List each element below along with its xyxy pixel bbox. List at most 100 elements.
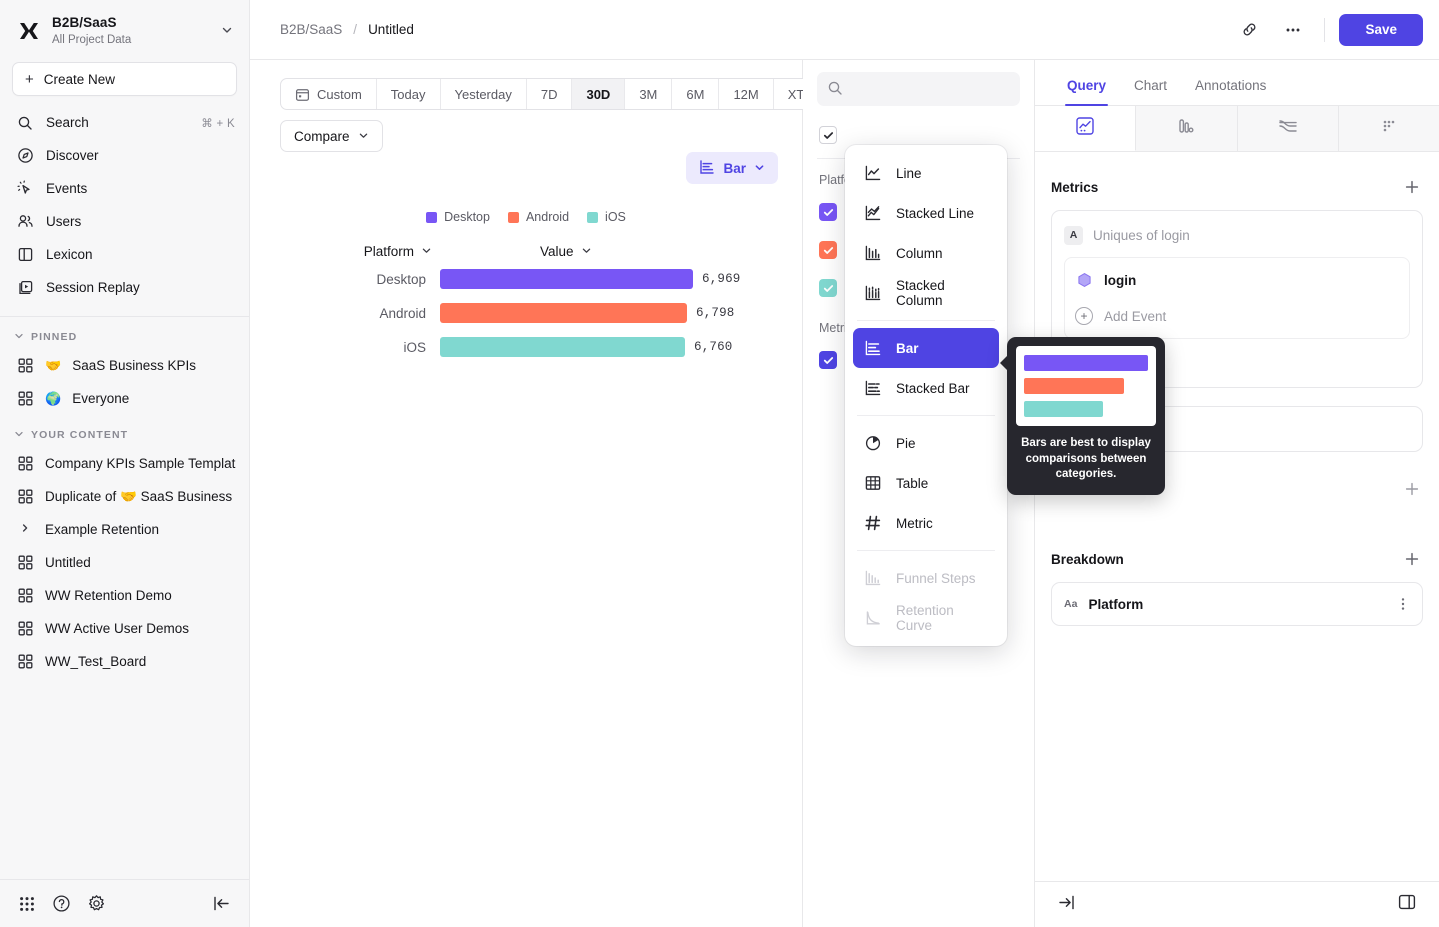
- pinned-section-header[interactable]: PINNED: [0, 317, 249, 349]
- menu-item-stacked-line[interactable]: Stacked Line: [853, 193, 999, 233]
- add-metric-button[interactable]: [1401, 176, 1423, 198]
- sidebar-item-session-replay[interactable]: Session Replay: [0, 271, 249, 304]
- date-range-today[interactable]: Today: [377, 79, 441, 109]
- series-checkbox[interactable]: [819, 279, 837, 297]
- save-button[interactable]: Save: [1339, 13, 1423, 46]
- help-circle-icon[interactable]: [52, 894, 71, 913]
- date-range-30d[interactable]: 30D: [572, 79, 626, 109]
- mode-flows[interactable]: [1237, 106, 1339, 151]
- list-item[interactable]: WW Active User Demos: [0, 612, 249, 645]
- event-row-login[interactable]: login: [1075, 262, 1399, 298]
- tab-annotations[interactable]: Annotations: [1195, 78, 1267, 93]
- column-header-platform[interactable]: Platform: [250, 244, 440, 259]
- tab-chart[interactable]: Chart: [1134, 78, 1168, 93]
- add-event-row[interactable]: + Add Event: [1075, 298, 1399, 334]
- menu-item-pie[interactable]: Pie: [853, 423, 999, 463]
- series-search-input[interactable]: [817, 72, 1020, 106]
- menu-item-column[interactable]: Column: [853, 233, 999, 273]
- date-range-3m[interactable]: 3M: [625, 79, 673, 109]
- add-breakdown-button[interactable]: [1401, 548, 1423, 570]
- your-content-section-header[interactable]: YOUR CONTENT: [0, 415, 249, 447]
- sidebar-item-users[interactable]: Users: [0, 205, 249, 238]
- list-item[interactable]: WW Retention Demo: [0, 579, 249, 612]
- chevron-down-icon: [14, 331, 24, 343]
- chevron-down-icon: [581, 244, 592, 259]
- series-item-desktop[interactable]: [817, 193, 1020, 231]
- table-icon: [863, 473, 883, 493]
- add-filter-button[interactable]: [1401, 478, 1423, 500]
- date-range-6m[interactable]: 6M: [672, 79, 720, 109]
- legend-item-ios[interactable]: iOS: [587, 210, 626, 224]
- bar-fill[interactable]: [440, 303, 687, 323]
- gear-icon[interactable]: [87, 894, 106, 913]
- menu-item-metric[interactable]: Metric: [853, 503, 999, 543]
- list-item[interactable]: Duplicate of 🤝 SaaS Business: [0, 480, 249, 513]
- bar-row-ios[interactable]: iOS 6,760: [250, 333, 802, 361]
- menu-item-table[interactable]: Table: [853, 463, 999, 503]
- compare-button[interactable]: Compare: [280, 120, 383, 152]
- series-checkbox[interactable]: [819, 203, 837, 221]
- list-item[interactable]: WW_Test_Board: [0, 645, 249, 678]
- bar-fill[interactable]: [440, 269, 693, 289]
- column-header-value[interactable]: Value: [440, 244, 592, 259]
- pinned-item-everyone[interactable]: 🌍 Everyone: [0, 382, 249, 415]
- legend-item-android[interactable]: Android: [507, 210, 569, 224]
- link-icon[interactable]: [1232, 13, 1266, 47]
- apps-grid-icon[interactable]: [18, 895, 36, 913]
- pinned-item-saas-business-kpis[interactable]: 🤝 SaaS Business KPIs: [0, 349, 249, 382]
- collapse-sidebar-icon[interactable]: [212, 894, 231, 913]
- legend-item-desktop[interactable]: Desktop: [426, 210, 490, 224]
- date-range-7d[interactable]: 7D: [527, 79, 573, 109]
- mode-funnels[interactable]: [1136, 106, 1238, 151]
- date-range-yesterday[interactable]: Yesterday: [441, 79, 527, 109]
- board-icon: [16, 488, 34, 506]
- pinned-label: Everyone: [72, 391, 130, 406]
- breakdown-property: Platform: [1088, 596, 1144, 612]
- menu-item-bar[interactable]: Bar: [853, 328, 999, 368]
- tab-query[interactable]: Query: [1053, 78, 1120, 106]
- bar-fill[interactable]: [440, 337, 685, 357]
- select-all-checkbox[interactable]: [819, 126, 837, 144]
- project-switcher[interactable]: B2B/SaaS All Project Data: [0, 0, 249, 60]
- sidebar-item-search[interactable]: Search ⌘ + K: [0, 106, 249, 139]
- expand-panel-icon[interactable]: [1057, 893, 1076, 917]
- breadcrumb-project[interactable]: B2B/SaaS: [280, 22, 343, 37]
- mode-insights[interactable]: [1035, 106, 1137, 151]
- list-item-folder[interactable]: Example Retention: [0, 513, 249, 546]
- menu-item-line[interactable]: Line: [853, 153, 999, 193]
- series-item-android[interactable]: [817, 231, 1020, 269]
- bar-row-android[interactable]: Android 6,798: [250, 299, 802, 327]
- mode-retention[interactable]: [1338, 106, 1439, 151]
- select-all-row[interactable]: [817, 118, 1020, 152]
- book-icon: [16, 246, 34, 264]
- chart-type-tooltip: Bars are best to display comparisons bet…: [1000, 337, 1165, 495]
- date-range-12m[interactable]: 12M: [719, 79, 774, 109]
- create-new-button[interactable]: + Create New: [12, 62, 237, 96]
- series-checkbox[interactable]: [819, 241, 837, 259]
- metric-item-uniques-of-login[interactable]: [817, 341, 1020, 379]
- breakdown-title: Breakdown: [1051, 551, 1124, 567]
- report-mode-switcher: [1035, 106, 1439, 152]
- kebab-icon[interactable]: [1396, 596, 1410, 612]
- ellipsis-icon[interactable]: [1276, 13, 1310, 47]
- chart-type-button[interactable]: Bar: [686, 152, 778, 184]
- sidebar-item-lexicon[interactable]: Lexicon: [0, 238, 249, 271]
- menu-divider: [857, 550, 995, 551]
- sidebar-label-users: Users: [46, 214, 82, 229]
- bar-row-desktop[interactable]: Desktop 6,969: [250, 265, 802, 293]
- layout-panel-icon[interactable]: [1397, 892, 1417, 917]
- breakdown-card[interactable]: Aa Platform: [1051, 582, 1423, 626]
- menu-item-stacked-column[interactable]: Stacked Column: [853, 273, 999, 313]
- breadcrumb-report-title[interactable]: Untitled: [368, 22, 414, 37]
- series-item-ios[interactable]: [817, 269, 1020, 307]
- metric-name-row[interactable]: A Uniques of login: [1064, 221, 1410, 249]
- sidebar-item-events[interactable]: Events: [0, 172, 249, 205]
- date-range-custom[interactable]: Custom: [281, 79, 377, 109]
- list-item[interactable]: Company KPIs Sample Templat: [0, 447, 249, 480]
- column-header-value-label: Value: [540, 244, 574, 259]
- metric-checkbox[interactable]: [819, 351, 837, 369]
- menu-item-stacked-bar[interactable]: Stacked Bar: [853, 368, 999, 408]
- sidebar-item-discover[interactable]: Discover: [0, 139, 249, 172]
- query-panel-footer: [1035, 881, 1439, 927]
- list-item[interactable]: Untitled: [0, 546, 249, 579]
